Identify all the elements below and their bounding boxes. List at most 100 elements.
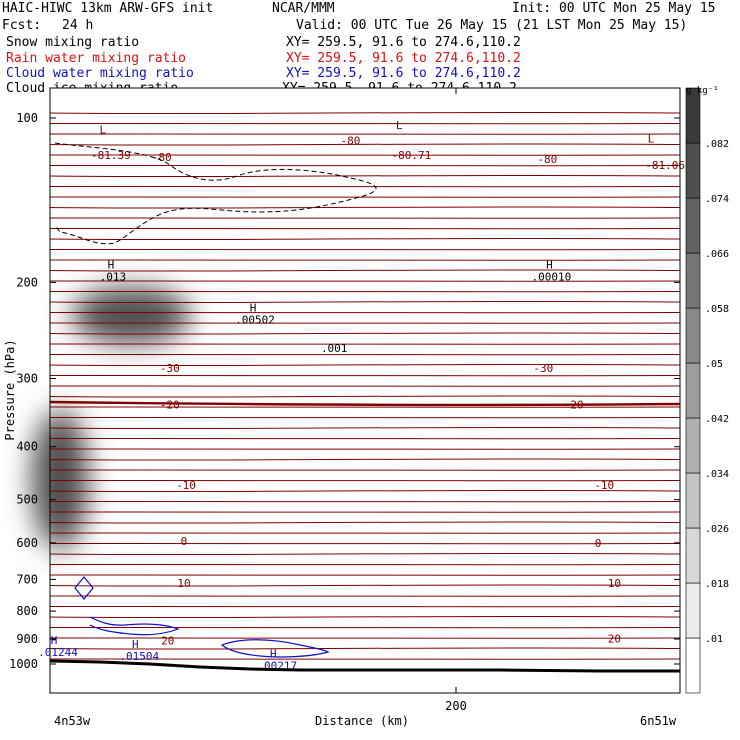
isotherm-label: -20 bbox=[160, 399, 180, 412]
isotherm-label: -20 bbox=[564, 399, 584, 412]
cloud-water-high-marker: H bbox=[51, 634, 58, 647]
colorbar-swatch bbox=[685, 307, 701, 364]
colorbar-tick-label: .074 bbox=[705, 194, 729, 205]
x-start-location: 4n53w bbox=[54, 714, 91, 728]
isotherm-line bbox=[49, 437, 681, 440]
isotherm-line bbox=[49, 395, 681, 398]
snow-blob bbox=[71, 287, 192, 344]
isotherm-low-marker: L bbox=[396, 119, 403, 132]
isotherm-line bbox=[49, 615, 681, 619]
y-tick-label: 1000 bbox=[9, 657, 38, 671]
isotherm-line bbox=[49, 469, 681, 471]
colorbar: .01 .018 .026 .034 .042 .05 .058 .066 .074 .082 bbox=[685, 87, 729, 694]
isotherm-line bbox=[49, 500, 681, 503]
terrain-surface-line bbox=[49, 659, 680, 673]
colorbar-swatch bbox=[685, 252, 701, 309]
colorbar-swatch bbox=[685, 637, 701, 694]
colorbar-swatch bbox=[685, 527, 701, 584]
cloud-ice-high-value: .00502 bbox=[235, 314, 275, 327]
init-time: Init: 00 UTC Mon 25 May 15 bbox=[512, 1, 716, 16]
isotherm-line bbox=[49, 227, 681, 230]
forecast-hours: 24 h bbox=[62, 18, 94, 33]
isotherm-line bbox=[49, 290, 681, 293]
colorbar-tick-label: .018 bbox=[705, 579, 729, 590]
y-tick-label: 600 bbox=[16, 536, 38, 550]
isotherm-label: -80 bbox=[537, 153, 557, 166]
isotherm-line bbox=[49, 542, 681, 545]
colorbar-tick-label: .042 bbox=[705, 414, 729, 425]
isotherm-line bbox=[49, 322, 681, 324]
cloud-ice-high-value: .013 bbox=[100, 271, 127, 284]
isotherm-label: 0 bbox=[595, 537, 602, 550]
snow-shading bbox=[32, 287, 192, 550]
cloud-ice-contour-label: .001 bbox=[321, 342, 348, 355]
isotherm-label: 10 bbox=[608, 577, 621, 590]
isotherm-label: -30 bbox=[533, 362, 553, 375]
cloud-ice-high-marker: H bbox=[250, 302, 257, 315]
isotherm-line bbox=[49, 489, 681, 493]
isotherm-low-marker: L bbox=[648, 132, 655, 145]
y-tick-label: 100 bbox=[16, 111, 38, 125]
colorbar-swatch bbox=[685, 87, 701, 144]
colorbar-tick-label: .026 bbox=[705, 524, 729, 535]
isotherm-line bbox=[49, 406, 681, 408]
isotherm-label: -81.39 bbox=[91, 149, 131, 162]
cloud-ice-high-marker: H bbox=[108, 259, 115, 272]
isotherm-line bbox=[49, 259, 681, 261]
isotherm-line bbox=[49, 300, 681, 304]
cloud-ice-high-value: .00010 bbox=[532, 271, 572, 284]
forecast-label: Fcst: bbox=[2, 18, 42, 33]
valid-time: Valid: 00 UTC Tue 26 May 15 (21 LST Mon … bbox=[296, 18, 688, 33]
colorbar-swatch bbox=[685, 582, 701, 639]
isotherm-line bbox=[49, 343, 681, 345]
isotherm-line bbox=[49, 143, 681, 146]
isotherm-line bbox=[49, 595, 681, 597]
y-tick-label: 700 bbox=[16, 572, 38, 586]
colorbar-swatch bbox=[685, 197, 701, 254]
field-rain-name: Rain water mixing ratio bbox=[6, 51, 187, 66]
isotherm-label: -10 bbox=[176, 479, 196, 492]
colorbar-tick-label: .01 bbox=[705, 634, 723, 645]
isotherm-line bbox=[49, 248, 681, 251]
y-tick-label: 400 bbox=[16, 440, 38, 454]
colorbar-swatch bbox=[685, 417, 701, 474]
isotherm-line bbox=[49, 532, 681, 534]
isotherm-label: -80.71 bbox=[391, 149, 431, 162]
plot-background bbox=[50, 88, 680, 693]
x-axis-label: Distance (km) bbox=[315, 714, 409, 728]
field-snow-xy: XY= 259.5, 91.6 to 274.6,110.2 bbox=[286, 35, 521, 50]
y-tick-label: 900 bbox=[16, 632, 38, 646]
y-tick-label: 500 bbox=[16, 493, 38, 507]
x-tick-label: 200 bbox=[445, 699, 467, 713]
isotherm-line bbox=[49, 154, 681, 156]
isotherm-line bbox=[49, 133, 681, 135]
temperature-contours: -81.39 -80 -80 -80.71 -80 -81.06 -30 -30 -20 -20 -… bbox=[49, 111, 685, 660]
isotherm-label: -81.06 bbox=[645, 159, 685, 172]
cloud-water-high-value: .01504 bbox=[119, 650, 159, 663]
colorbar-swatch bbox=[685, 472, 701, 529]
isotherm-line bbox=[49, 206, 681, 209]
cloud-water-contour bbox=[74, 576, 94, 600]
cloud-water-high-marker: H bbox=[270, 647, 277, 660]
y-tick-label: 300 bbox=[16, 372, 38, 386]
isotherm-label: 20 bbox=[161, 634, 174, 647]
cloud-water-high-value: .01244 bbox=[38, 646, 78, 659]
isotherm-label: -80 bbox=[341, 135, 361, 148]
field-cloudwater-xy: XY= 259.5, 91.6 to 274.6,110.2 bbox=[286, 66, 521, 81]
isotherm-line bbox=[49, 574, 681, 576]
colorbar-swatch bbox=[685, 362, 701, 419]
isotherm-line bbox=[49, 374, 681, 377]
colorbar-tick-label: .058 bbox=[705, 304, 729, 315]
cloud-water-contour bbox=[220, 639, 330, 658]
isotherm-line bbox=[49, 385, 681, 387]
x-end-location: 6n51w bbox=[640, 714, 677, 728]
isotherm-line bbox=[49, 552, 681, 556]
org-label: NCAR/MMM bbox=[272, 1, 335, 16]
isotherm-line bbox=[49, 280, 681, 282]
isotherm-line bbox=[49, 448, 681, 450]
isotherm-line bbox=[49, 637, 681, 639]
isotherm-line bbox=[49, 174, 681, 178]
isotherm-line bbox=[49, 658, 681, 660]
